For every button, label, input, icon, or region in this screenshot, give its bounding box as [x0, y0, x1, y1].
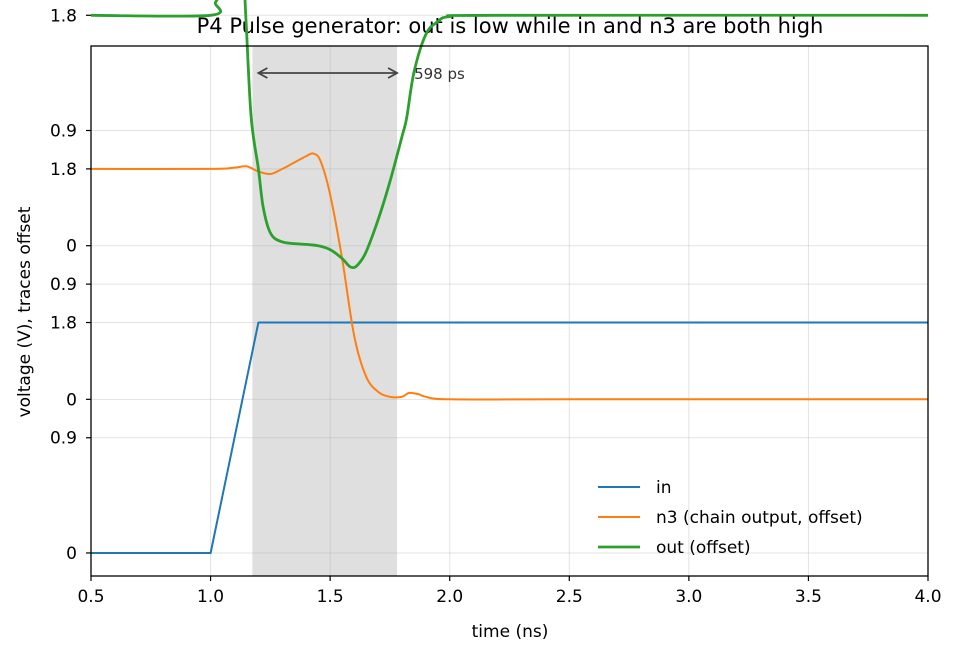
annotation-arrowhead-left: [256, 67, 268, 79]
series-line-2: [90, 0, 929, 270]
y-axis-ticks: 0 0.9 1.8 0 0.9 1.8 0 0.9 1.8: [50, 6, 91, 564]
y-tick-label: 0.9: [50, 275, 77, 295]
x-axis-label: time (ns): [472, 622, 549, 642]
legend-label: out (offset): [656, 538, 751, 558]
x-tick-label: 1.0: [197, 587, 224, 607]
series-layer: [90, 0, 929, 554]
y-axis-label: voltage (V), traces offset: [15, 206, 35, 417]
annotation-arrowhead-right: [387, 67, 399, 79]
annotation-label: 598 ps: [414, 65, 465, 83]
legend: in n3 (chain output, offset) out (offset): [598, 478, 863, 558]
y-tick-label: 1.8: [50, 314, 77, 334]
x-tick-label: 2.0: [436, 587, 463, 607]
legend-label: in: [656, 478, 672, 498]
chart-title: P4 Pulse generator: out is low while in …: [197, 14, 824, 38]
y-tick-label: 0: [66, 237, 77, 257]
x-tick-label: 3.5: [795, 587, 822, 607]
legend-label: n3 (chain output, offset): [656, 508, 863, 528]
y-tick-label: 1.8: [50, 6, 77, 26]
axes-frame: [90, 45, 929, 577]
y-tick-label: 0: [66, 544, 77, 564]
plot-area: 598 ps: [90, 0, 929, 577]
x-tick-label: 4.0: [914, 587, 941, 607]
y-tick-label: 0: [66, 390, 77, 410]
x-axis-ticks: 0.5 1.0 1.5 2.0 2.5 3.0 3.5 4.0: [77, 576, 942, 607]
series-line-1: [90, 152, 928, 401]
y-tick-label: 0.9: [50, 429, 77, 449]
grid-lines: [90, 14, 929, 576]
x-tick-label: 3.0: [675, 587, 702, 607]
highlight-interval: [252, 46, 398, 576]
pulse-width-annotation: 598 ps: [256, 65, 465, 83]
y-tick-label: 0.9: [50, 121, 77, 141]
x-tick-label: 1.5: [317, 587, 344, 607]
y-tick-label: 1.8: [50, 160, 77, 180]
series-line-0: [91, 321, 928, 554]
x-tick-label: 0.5: [77, 587, 104, 607]
x-tick-label: 2.5: [556, 587, 583, 607]
